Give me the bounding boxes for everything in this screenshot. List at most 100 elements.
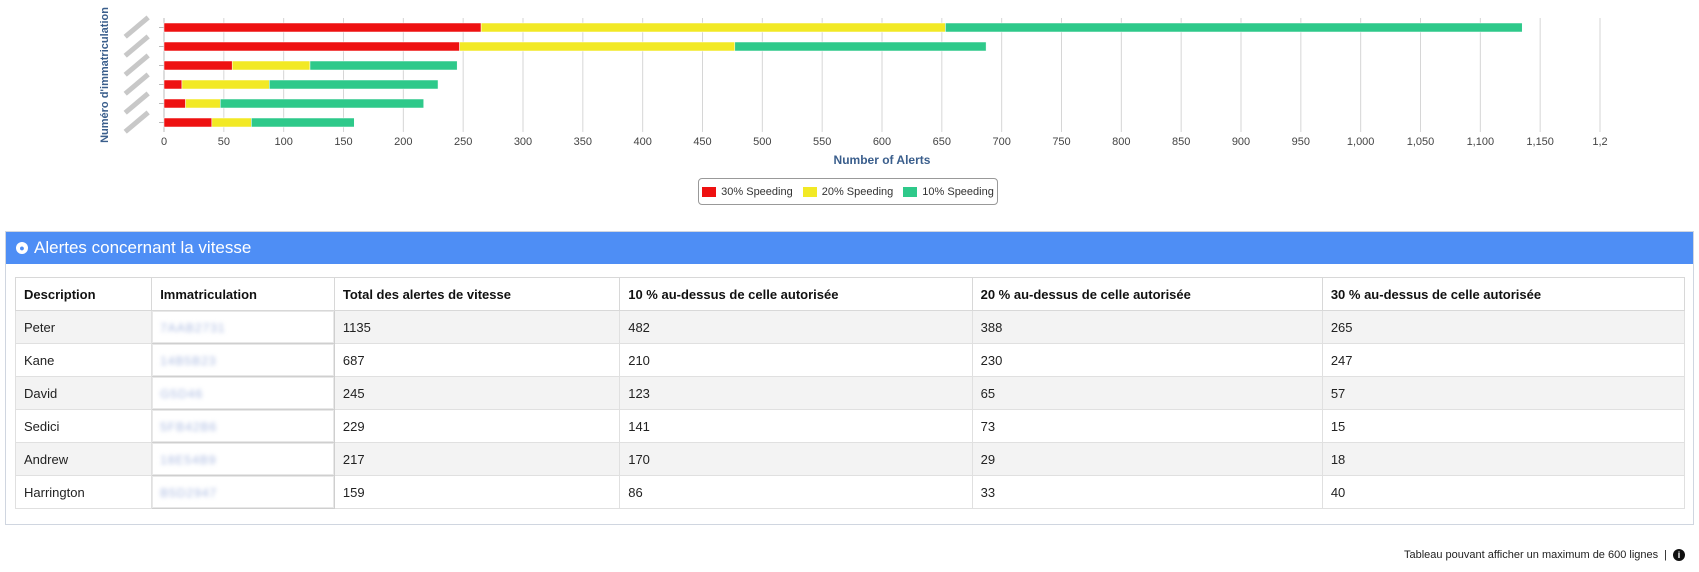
cell-description: Sedici <box>14 409 153 443</box>
plate-value: 18E54B9 <box>160 452 217 467</box>
column-header-total[interactable]: Total des alertes de vitesse <box>333 277 621 311</box>
x-tick-label: 950 <box>1292 136 1310 148</box>
bar-segment <box>163 41 460 52</box>
x-tick-label: 600 <box>873 136 891 148</box>
legend-item-20[interactable]: 20% Speeding <box>802 185 894 198</box>
x-axis-title: Number of Alerts <box>834 153 931 167</box>
plate-value: B5D2947 <box>160 485 218 500</box>
cell-20pct: 388 <box>971 310 1323 344</box>
y-tick-label-obscured <box>123 15 150 39</box>
cell-plate: 18E54B9 <box>151 442 335 476</box>
cell-plate: G5D46 <box>151 376 335 410</box>
x-tick-label: 800 <box>1112 136 1130 148</box>
plate-value: 14B5B23 <box>160 353 217 368</box>
cell-10pct: 482 <box>619 310 973 344</box>
x-tick-label: 700 <box>992 136 1010 148</box>
plate-value: 5FB42B6 <box>160 419 218 434</box>
x-tick-label: 0 <box>161 136 167 148</box>
x-tick-label: 400 <box>633 136 651 148</box>
bar-segment <box>163 22 482 33</box>
x-tick-label: 900 <box>1232 136 1250 148</box>
bar-segment <box>219 98 424 109</box>
x-tick-label: 200 <box>394 136 412 148</box>
cell-total: 159 <box>333 475 621 509</box>
speeding-chart-svg: 0 50 100 150 200 250 300 350 400 450 500 550 600 650 7… <box>99 7 1608 167</box>
cell-20pct: 65 <box>971 376 1323 410</box>
column-header-30pct[interactable]: 30 % au-dessus de celle autorisée <box>1321 277 1686 311</box>
cell-total: 687 <box>333 343 621 377</box>
y-tick-label-obscured <box>123 91 150 115</box>
alerts-table: Description Immatriculation Total des al… <box>14 277 1686 509</box>
bar-segment <box>480 22 946 33</box>
cell-20pct: 230 <box>971 343 1323 377</box>
legend-item-10[interactable]: 10% Speeding <box>903 186 994 198</box>
bar-segment <box>269 79 439 90</box>
y-axis-title: Numéro d'immatriculation <box>99 7 111 143</box>
y-tick-label-obscured <box>123 53 150 77</box>
x-tick-label: 750 <box>1052 136 1070 148</box>
legend-swatch-20 <box>802 186 817 197</box>
plate-value: 7AAB2731 <box>160 320 226 335</box>
table-header-row: Description Immatriculation Total des al… <box>14 277 1686 311</box>
cell-20pct: 73 <box>971 409 1323 443</box>
table-row[interactable]: Peter 7AAB2731 1135 482 388 265 <box>14 310 1686 344</box>
bar-segment <box>163 60 233 71</box>
cell-description: Kane <box>14 343 153 377</box>
x-tick-label: 250 <box>454 136 472 148</box>
collapse-icon[interactable]: ● <box>16 242 28 254</box>
table-row[interactable]: Sedici 5FB42B6 229 141 73 15 <box>14 409 1686 443</box>
cell-30pct: 18 <box>1321 442 1686 476</box>
x-tick-label: 150 <box>334 136 352 148</box>
table-row[interactable]: Kane 14B5B23 687 210 230 247 <box>14 343 1686 377</box>
cell-plate: 14B5B23 <box>151 343 335 377</box>
y-tick-label-obscured <box>123 72 150 96</box>
legend-item-30[interactable]: 30% Speeding <box>702 186 793 198</box>
column-header-10pct[interactable]: 10 % au-dessus de celle autorisée <box>619 277 973 311</box>
x-tick-label: 100 <box>274 136 292 148</box>
panel-header[interactable]: ● Alertes concernant la vitesse <box>6 232 1693 264</box>
cell-30pct: 265 <box>1321 310 1686 344</box>
plate-value: G5D46 <box>160 386 204 401</box>
legend-label-20: 20% Speeding <box>821 185 894 198</box>
column-header-description[interactable]: Description <box>14 277 153 311</box>
speeding-chart: 0 50 100 150 200 250 300 350 400 450 500 550 600 650 7… <box>0 0 1699 215</box>
x-tick-label: 1,150 <box>1526 136 1554 148</box>
table-footer: Tableau pouvant afficher un maximum de 6… <box>1404 549 1685 561</box>
cell-30pct: 57 <box>1321 376 1686 410</box>
x-tick-label: 1,050 <box>1407 136 1435 148</box>
table-row[interactable]: Andrew 18E54B9 217 170 29 18 <box>14 442 1686 476</box>
cell-total: 1135 <box>333 310 621 344</box>
column-header-plate[interactable]: Immatriculation <box>151 277 335 311</box>
chart-legend: 30% Speeding 20% Speeding 10% Speeding <box>698 178 998 205</box>
cell-30pct: 247 <box>1321 343 1686 377</box>
bar-segment <box>734 41 987 52</box>
table-row[interactable]: David G5D46 245 123 65 57 <box>14 376 1686 410</box>
cell-plate: 5FB42B6 <box>151 409 335 443</box>
footer-text: Tableau pouvant afficher un maximum de 6… <box>1403 549 1659 561</box>
x-tick-label: 50 <box>218 136 230 148</box>
bar-segment <box>459 41 736 52</box>
cell-10pct: 141 <box>619 409 973 443</box>
cell-description: Harrington <box>14 475 153 509</box>
x-tick-label: 350 <box>574 136 592 148</box>
bar-segment <box>251 117 355 128</box>
cell-10pct: 123 <box>619 376 973 410</box>
cell-plate: B5D2947 <box>151 475 335 509</box>
x-tick-label: 1,100 <box>1467 136 1495 148</box>
cell-plate: 7AAB2731 <box>151 310 335 344</box>
bar-segment <box>309 60 458 71</box>
bar-segment <box>211 117 252 128</box>
table-row[interactable]: Harrington B5D2947 159 86 33 40 <box>14 475 1686 509</box>
x-tick-label: 500 <box>753 136 771 148</box>
legend-label-10: 10% Speeding <box>922 185 994 198</box>
info-icon[interactable]: i <box>1673 549 1685 561</box>
x-tick-label: 450 <box>693 136 711 148</box>
cell-20pct: 29 <box>971 442 1323 476</box>
bar-segment <box>945 22 1523 33</box>
panel-title: Alertes concernant la vitesse <box>34 238 252 257</box>
column-header-20pct[interactable]: 20 % au-dessus de celle autorisée <box>971 277 1323 311</box>
cell-30pct: 40 <box>1321 475 1686 509</box>
x-tick-label: 300 <box>514 136 532 148</box>
x-tick-label: 550 <box>813 136 831 148</box>
cell-20pct: 33 <box>971 475 1323 509</box>
